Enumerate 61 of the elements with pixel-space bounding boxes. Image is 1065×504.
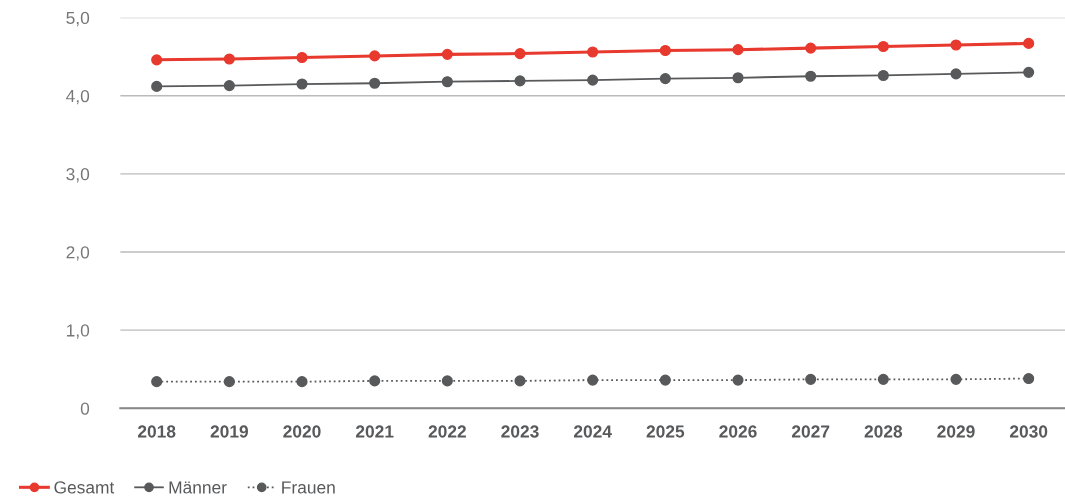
x-tick-label: 2030 <box>1009 425 1048 438</box>
point <box>587 374 599 386</box>
y-tick-label: 3,0 <box>66 168 90 183</box>
point <box>296 78 308 90</box>
point <box>659 44 671 57</box>
point <box>223 53 235 65</box>
point <box>805 70 817 82</box>
point <box>151 54 163 66</box>
point <box>369 50 381 62</box>
x-tick-label: 2026 <box>719 425 757 438</box>
point <box>950 373 962 385</box>
y-tick-label: 2,0 <box>66 246 90 261</box>
legend-label: Gesamt <box>54 481 115 494</box>
point <box>950 39 962 51</box>
point <box>369 375 381 387</box>
point <box>732 374 744 386</box>
x-tick-label: 2029 <box>937 425 975 438</box>
x-tick-label: 2018 <box>137 425 176 438</box>
point <box>441 48 453 60</box>
point <box>223 80 235 92</box>
point <box>514 48 526 60</box>
point <box>296 376 308 388</box>
point <box>805 42 817 54</box>
point <box>950 68 962 80</box>
point <box>732 44 744 56</box>
x-tick-label: 2028 <box>864 425 903 438</box>
x-tick-label: 2027 <box>791 425 830 438</box>
point <box>877 373 889 385</box>
point <box>369 77 381 89</box>
point <box>223 376 235 388</box>
point <box>587 74 599 86</box>
point <box>587 46 599 58</box>
x-tick-label: 2023 <box>501 425 539 438</box>
point <box>732 72 744 84</box>
point <box>441 76 453 88</box>
x-tick-label: 2021 <box>355 425 394 438</box>
point <box>1023 37 1035 49</box>
y-tick-label: 4,0 <box>66 89 90 105</box>
x-tick-label: 2024 <box>573 425 612 438</box>
x-tick-label: 2025 <box>646 425 685 438</box>
legend-label: Männer <box>169 481 227 494</box>
point <box>441 375 453 387</box>
point <box>514 75 526 87</box>
legend-label: Frauen <box>282 481 335 494</box>
point <box>659 374 671 386</box>
y-tick-label: 0 <box>80 402 90 415</box>
point <box>151 376 163 388</box>
point <box>296 51 308 64</box>
point <box>1023 372 1035 385</box>
x-tick-label: 2019 <box>210 425 249 438</box>
y-tick-label: 5,0 <box>66 11 90 27</box>
point <box>1023 66 1035 78</box>
point <box>877 40 889 53</box>
point <box>805 373 817 385</box>
x-tick-label: 2022 <box>428 425 466 438</box>
y-tick-label: 1,0 <box>66 324 90 339</box>
point <box>151 80 163 92</box>
point <box>659 73 671 85</box>
x-tick-label: 2020 <box>283 425 321 438</box>
point <box>877 69 889 82</box>
point <box>514 375 526 387</box>
